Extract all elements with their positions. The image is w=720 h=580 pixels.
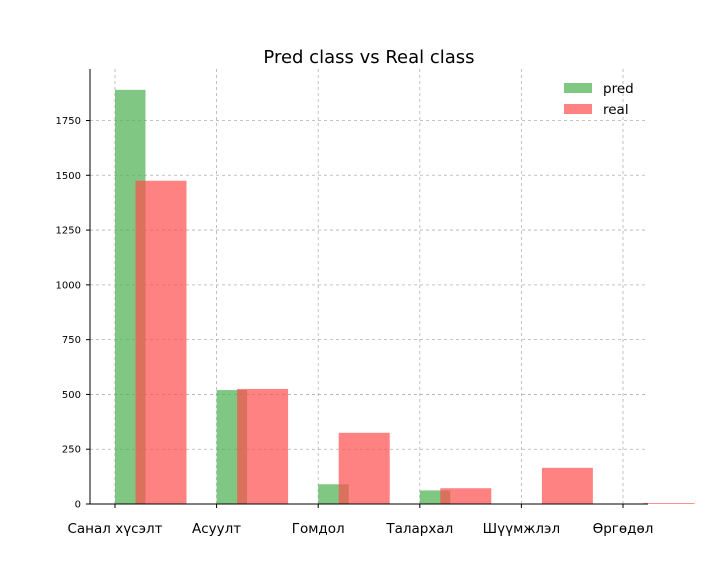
y-tick-label: 1750 <box>56 116 81 127</box>
legend-swatch-pred <box>564 83 592 93</box>
legend-swatch-real <box>564 104 592 114</box>
y-tick-label: 500 <box>62 390 81 401</box>
x-tick-label: Гомдол <box>292 521 345 537</box>
x-tick-label: Санал хүсэлт <box>67 521 162 537</box>
x-tick-label: Талархал <box>385 521 453 537</box>
legend: pred real <box>564 81 634 118</box>
bars-group <box>115 89 695 505</box>
bar-real-4 <box>541 467 593 504</box>
y-tick-label: 1000 <box>56 280 81 291</box>
y-tick-label: 250 <box>62 445 81 456</box>
y-tick-label: 1500 <box>56 171 81 182</box>
chart-title: Pred class vs Real class <box>263 47 474 68</box>
bar-real-3 <box>440 488 492 504</box>
x-tick-labels: Санал хүсэлт Асуулт Гомдол Талархал Шүүмжлэл… <box>67 521 653 537</box>
legend-label-pred: pred <box>603 81 634 97</box>
y-tick-labels: 0 250 500 750 1000 1250 1500 1750 <box>56 116 81 511</box>
x-tick-label: Асуулт <box>192 521 241 537</box>
y-tick-label: 0 <box>75 500 81 511</box>
axes <box>86 69 648 508</box>
bar-real-0 <box>135 180 187 504</box>
bar-real-5 <box>643 503 695 504</box>
legend-label-real: real <box>603 102 629 118</box>
y-tick-label: 1250 <box>56 226 81 237</box>
bar-real-1 <box>237 388 289 504</box>
y-tick-label: 750 <box>62 335 81 346</box>
x-tick-label: Шүүмжлэл <box>483 521 560 537</box>
bar-real-2 <box>338 432 390 504</box>
x-tick-label: Өргөдөл <box>593 521 654 537</box>
